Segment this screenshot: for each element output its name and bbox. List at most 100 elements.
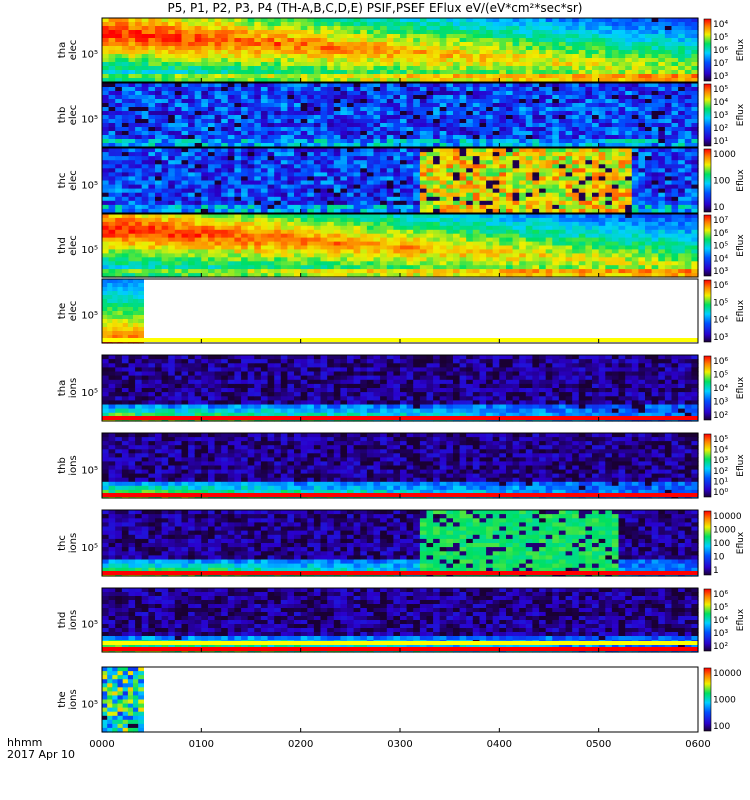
spectrogram-cell <box>155 176 163 182</box>
spectrogram-cell <box>572 95 580 100</box>
spectrogram-cell <box>102 83 110 88</box>
spectrogram-cell <box>366 99 375 104</box>
spectrogram-cell <box>333 176 341 182</box>
spectrogram-cell <box>287 38 295 43</box>
spectrogram-cell <box>466 160 474 165</box>
spectrogram-cell <box>525 123 533 128</box>
spectrogram-cell <box>625 184 633 190</box>
spectrogram-cell <box>400 34 408 39</box>
spectrogram-cell <box>453 99 461 104</box>
spectrogram-cell <box>313 176 322 182</box>
spectrogram-cell <box>155 131 163 136</box>
spectrogram-cell <box>115 83 123 88</box>
spectrogram-cell <box>307 168 315 173</box>
spectrogram-cell <box>135 188 143 194</box>
spectrogram-cell <box>234 180 242 186</box>
spectrogram-cell <box>194 217 202 223</box>
spectrogram-cell <box>347 135 355 140</box>
spectrogram-cell <box>294 95 302 100</box>
spectrogram-cell <box>115 62 123 67</box>
spectrogram-cell <box>426 180 434 186</box>
spectrogram-cell <box>486 107 494 112</box>
spectrogram-cell <box>214 127 222 132</box>
spectrogram-cell <box>506 156 514 161</box>
spectrogram-cell <box>618 34 626 39</box>
spectrogram-cell <box>651 58 659 63</box>
spectrogram-cell <box>221 131 229 136</box>
spectrogram-cell <box>194 180 202 186</box>
spectrogram-cell <box>684 87 692 92</box>
spectrogram-cell <box>135 74 143 79</box>
spectrogram-cell <box>578 95 586 100</box>
spectrogram-cell <box>221 111 229 116</box>
spectrogram-cell <box>128 42 136 47</box>
spectrogram-cell <box>121 78 130 83</box>
spectrogram-cell <box>241 245 249 250</box>
spectrogram-cell <box>532 34 540 39</box>
spectrogram-cell <box>433 115 441 120</box>
spectrogram-cell <box>439 66 447 71</box>
spectrogram-cell <box>499 184 507 190</box>
spectrogram-cell <box>406 160 414 165</box>
spectrogram-cell <box>274 214 282 219</box>
spectrogram-cell <box>479 22 487 27</box>
spectrogram-cell <box>638 115 646 120</box>
spectrogram-cell <box>280 257 288 262</box>
spectrogram-cell <box>618 180 626 186</box>
spectrogram-cell <box>347 269 355 274</box>
spectrogram-cell <box>320 131 328 136</box>
spectrogram-cell <box>135 176 143 182</box>
spectrogram-cell <box>539 176 547 182</box>
spectrogram-cell <box>174 221 182 227</box>
spectrogram-cell <box>366 127 375 132</box>
spectrogram-cell <box>532 26 540 31</box>
spectrogram-cell <box>439 74 447 79</box>
spectrogram-cell <box>313 50 322 55</box>
spectrogram-cell <box>300 188 308 194</box>
spectrogram-cell <box>254 38 262 43</box>
spectrogram-cell <box>128 241 136 247</box>
spectrogram-cell <box>585 18 593 23</box>
spectrogram-cell <box>227 214 235 219</box>
spectrogram-cell <box>267 196 275 202</box>
spectrogram-cell <box>102 180 110 186</box>
spectrogram-cell <box>208 62 216 67</box>
spectrogram-cell <box>313 26 322 31</box>
spectrogram-cell <box>214 18 222 23</box>
spectrogram-cell <box>678 208 686 214</box>
spectrogram-cell <box>618 103 626 108</box>
spectrogram-cell <box>545 176 553 182</box>
spectrogram-cell <box>333 257 341 262</box>
spectrogram-cell <box>479 91 487 96</box>
spectrogram-cell <box>472 196 480 202</box>
spectrogram-cell <box>472 46 480 51</box>
spectrogram-cell <box>340 78 348 83</box>
spectrogram-cell <box>194 143 202 148</box>
spectrogram-cell <box>254 176 262 182</box>
spectrogram-cell <box>234 46 242 51</box>
spectrogram-cell <box>227 225 235 231</box>
spectrogram-cell <box>307 99 315 104</box>
spectrogram-cell <box>280 229 288 235</box>
spectrogram-cell <box>234 249 242 254</box>
spectrogram-cell <box>280 143 288 148</box>
spectrogram-cell <box>671 87 679 92</box>
spectrogram-cell <box>280 78 288 83</box>
spectrogram-cell <box>558 46 567 51</box>
spectrogram-cell <box>121 196 130 202</box>
spectrogram-cell <box>605 188 613 194</box>
spectrogram-cell <box>221 200 229 206</box>
spectrogram-cell <box>294 200 302 206</box>
colorbar-tick-label: 10⁷ <box>713 59 728 69</box>
spectrogram-cell <box>148 115 156 120</box>
spectrogram-cell <box>241 91 249 96</box>
spectrogram-cell <box>645 111 653 116</box>
spectrogram-cell <box>558 30 567 35</box>
spectrogram-cell <box>188 135 196 140</box>
spectrogram-cell <box>221 208 229 214</box>
spectrogram-cell <box>605 87 613 92</box>
spectrogram-cell <box>611 164 620 169</box>
spectrogram-cell <box>625 62 633 67</box>
spectrogram-cell <box>260 172 269 178</box>
spectrogram-cell <box>247 156 255 161</box>
